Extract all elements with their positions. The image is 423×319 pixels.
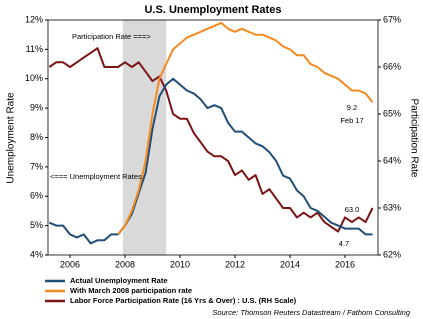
legend-label: Labor Force Participation Rate (16 Yrs &… — [70, 296, 297, 305]
y-tick-label: 8% — [30, 132, 43, 142]
annotation: Feb 17 — [340, 116, 363, 125]
y2-tick-label: 65% — [383, 108, 401, 118]
y-axis-label: Unemployment Rate — [6, 92, 17, 184]
series-line — [117, 21, 374, 236]
y-tick-label: 10% — [25, 73, 43, 83]
y-tick-label: 9% — [30, 103, 43, 113]
legend-label: Actual Unemployment Rate — [70, 276, 168, 285]
y-tick-label: 12% — [25, 14, 43, 24]
x-tick-label: 2016 — [335, 259, 355, 269]
y2-tick-label: 64% — [383, 155, 401, 165]
y2-tick-label: 63% — [383, 202, 401, 212]
x-tick-label: 2008 — [115, 259, 135, 269]
annotation: 4.7 — [339, 239, 349, 248]
plot-frame — [47, 19, 379, 256]
legend-label: With March 2008 participation rate — [70, 286, 192, 295]
source-note: Source: Thomson Reuters Datastream / Fat… — [212, 308, 410, 317]
y-tick-label: 6% — [30, 191, 43, 201]
y-tick-label: 7% — [30, 161, 43, 171]
y2-tick-label: 67% — [383, 14, 401, 24]
annotation: <=== Unemployment Rates — [50, 172, 142, 181]
y2-axis-label: Participation Rate — [408, 99, 419, 178]
series-line — [49, 77, 373, 245]
annotation: 63.0 — [345, 205, 360, 214]
series-line — [48, 47, 374, 233]
x-tick-label: 2006 — [60, 259, 80, 269]
x-tick-label: 2012 — [225, 259, 245, 269]
y2-tick-label: 62% — [383, 249, 401, 259]
y-tick-label: 4% — [30, 249, 43, 259]
y-tick-label: 11% — [26, 44, 43, 54]
chart-title: U.S. Unemployment Rates — [145, 4, 282, 16]
x-tick-label: 2010 — [170, 259, 190, 269]
annotation: Participation Rate ===> — [72, 32, 151, 41]
x-tick-label: 2014 — [280, 259, 300, 269]
y-tick-label: 5% — [30, 220, 43, 230]
y2-tick-label: 66% — [383, 61, 401, 71]
annotation: 9.2 — [347, 103, 357, 112]
